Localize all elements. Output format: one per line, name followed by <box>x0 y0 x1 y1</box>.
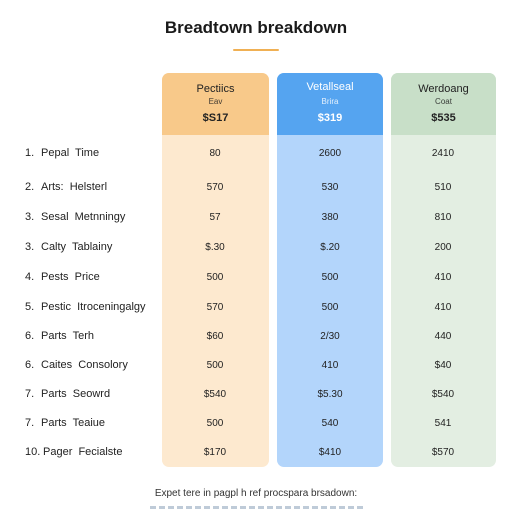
row-label-text: Sesal Metnningy <box>41 211 126 223</box>
table-cell: 570 <box>206 182 224 193</box>
table-cell: $.30 <box>205 242 225 253</box>
table-cell: 510 <box>434 182 452 193</box>
plan-price: $319 <box>317 112 343 124</box>
table-cell: 541 <box>434 418 452 429</box>
row-label: 3. Sesal Metnningy <box>25 211 125 223</box>
row-label: 6. Caites Consolory <box>25 359 128 371</box>
table-cell: 410 <box>434 302 452 313</box>
row-label-text: Calty Tablainy <box>41 241 113 253</box>
table-cell: $60 <box>206 331 224 342</box>
table-cell: 410 <box>434 272 452 283</box>
row-label: 4. Pests Price <box>25 271 100 283</box>
table-cell: 410 <box>321 360 339 371</box>
row-label-text: Parts Terh <box>41 330 94 342</box>
row-number: 3. <box>25 211 35 223</box>
plan-column-1: Pectiics Eav $S17 <box>162 73 269 467</box>
row-label: 3. Calty Tablainy <box>25 241 112 253</box>
table-cell: 200 <box>434 242 452 253</box>
plan-subtitle: Coat <box>435 97 452 106</box>
table-cell: 2/30 <box>320 331 340 342</box>
row-label: 1. Pepal Time <box>25 147 99 159</box>
page-title: Breadtown breakdown <box>164 18 348 37</box>
row-number: 4. <box>25 271 35 283</box>
plan-price: $S17 <box>202 112 229 124</box>
row-label: 7. Parts Teaiue <box>25 417 105 429</box>
plan-column-2: Vetallseal Brira $319 <box>277 73 383 467</box>
table-cell: 57 <box>209 212 221 223</box>
row-number: 10. <box>25 446 41 458</box>
table-cell: 2410 <box>431 148 455 159</box>
row-number: 6. <box>25 359 35 371</box>
table-cell: $.20 <box>320 242 340 253</box>
plan-subtitle: Eav <box>208 97 223 106</box>
row-label-text: Caites Consolory <box>41 359 128 371</box>
table-cell: 80 <box>209 148 221 159</box>
table-cell: 380 <box>321 212 339 223</box>
plan-header-2: Vetallseal Brira $319 <box>277 73 383 135</box>
footer-note: Expet tere in pagpl h ref procspara brsa… <box>154 488 358 499</box>
table-cell: $40 <box>434 360 452 371</box>
footer-fine-print <box>150 506 365 509</box>
row-number: 1. <box>25 147 35 159</box>
plan-subtitle: Brira <box>321 97 339 106</box>
table-cell: 440 <box>434 331 452 342</box>
row-label-text: Arts: Helsterl <box>41 181 108 193</box>
table-cell: 540 <box>321 418 339 429</box>
plan-price: $535 <box>431 112 456 124</box>
table-cell: 500 <box>206 360 224 371</box>
row-label-text: Pests Price <box>41 271 100 283</box>
table-cell: $170 <box>203 447 227 458</box>
plan-header-1: Pectiics Eav $S17 <box>162 73 269 135</box>
table-cell: 570 <box>206 302 224 313</box>
plan-column-3: Werdoang Coat $535 <box>391 73 496 467</box>
table-cell: 500 <box>321 302 339 313</box>
row-label-text: Parts Teaiue <box>41 417 106 429</box>
row-number: 6. <box>25 330 35 342</box>
table-cell: $5.30 <box>317 389 343 400</box>
row-label-text: Pestic Itroceningalgy <box>41 301 146 313</box>
table-cell: 530 <box>321 182 339 193</box>
table-cell: $540 <box>203 389 227 400</box>
row-number: 7. <box>25 417 35 429</box>
row-label: 10. Pager Fecialste <box>25 446 122 458</box>
row-number: 3. <box>25 241 35 253</box>
table-cell: 2600 <box>318 148 342 159</box>
row-label: 5. Pestic Itroceningalgy <box>25 301 146 313</box>
row-label: 2. Arts: Helsterl <box>25 181 107 193</box>
table-cell: 500 <box>321 272 339 283</box>
title-underline <box>233 49 279 51</box>
row-label: 6. Parts Terh <box>25 330 94 342</box>
table-cell: 500 <box>206 272 224 283</box>
plan-name: Pectiics <box>196 83 235 95</box>
table-cell: 810 <box>434 212 452 223</box>
row-number: 5. <box>25 301 35 313</box>
table-cell: $410 <box>318 447 342 458</box>
row-label-text: Pepal Time <box>41 147 100 159</box>
plan-name: Werdoang <box>418 83 469 95</box>
plan-header-3: Werdoang Coat $535 <box>391 73 496 135</box>
plan-name: Vetallseal <box>306 81 354 93</box>
row-label: 7. Parts Seowrd <box>25 388 110 400</box>
row-label-text: Pager Fecialste <box>43 446 123 458</box>
row-label-text: Parts Seowrd <box>41 388 111 400</box>
table-cell: $540 <box>431 389 455 400</box>
row-number: 2. <box>25 181 35 193</box>
row-number: 7. <box>25 388 35 400</box>
table-cell: $570 <box>431 447 455 458</box>
table-cell: 500 <box>206 418 224 429</box>
